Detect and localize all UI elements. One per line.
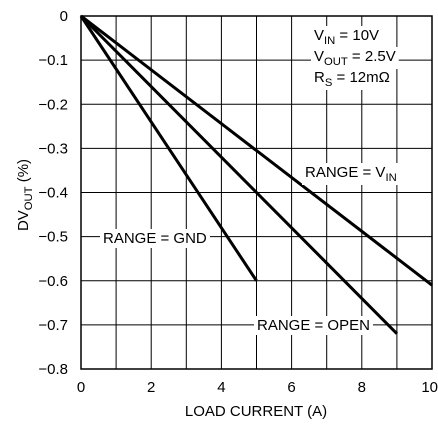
plot-border <box>80 15 433 370</box>
y-axis-label: DVOUT (%) <box>15 159 35 231</box>
x-tick-label: 6 <box>287 379 295 396</box>
y-tick-label: −0.6 <box>38 273 68 290</box>
series-label-bg <box>100 229 210 248</box>
series-label-bg <box>302 163 400 185</box>
x-tick-label: 2 <box>147 379 155 396</box>
condition-text: VOUT = 2.5V <box>314 48 396 68</box>
condition-bg <box>311 47 399 69</box>
series-label-bg <box>254 316 373 335</box>
x-tick-label: 8 <box>358 379 366 396</box>
y-tick-label: −0.7 <box>38 317 68 334</box>
series-lines <box>79 14 433 335</box>
tick-labels: 0 −0.1 −0.2 −0.3 −0.4 −0.5 −0.6 −0.7 −0.8 0 2 4 6 8 10 <box>38 8 438 396</box>
series-label-vin: RANGE = VIN <box>305 164 397 184</box>
y-tick-label: 0 <box>60 8 68 25</box>
condition-bg <box>311 26 383 48</box>
y-tick-label: −0.8 <box>38 361 68 378</box>
y-tick-label: −0.5 <box>38 229 68 246</box>
y-tick-label: −0.3 <box>38 140 68 157</box>
series-line-gnd <box>79 15 258 282</box>
series-labels: RANGE = GND RANGE = OPEN RANGE = VIN <box>100 163 400 335</box>
condition-text: RS = 12mΩ <box>314 69 390 89</box>
condition-text: VIN = 10V <box>314 27 379 47</box>
series-line-open <box>79 14 398 335</box>
x-axis-label: LOAD CURRENT (A) <box>185 403 327 420</box>
y-tick-label: −0.1 <box>38 52 68 69</box>
x-tick-label: 10 <box>421 379 438 396</box>
series-label-gnd: RANGE = GND <box>103 230 207 247</box>
x-tick-label: 0 <box>77 379 85 396</box>
y-tick-label: −0.4 <box>38 185 68 202</box>
series-line-vin <box>80 14 433 287</box>
y-tick-label: −0.2 <box>38 96 68 113</box>
condition-bg <box>311 68 393 90</box>
plot-frame <box>80 15 433 370</box>
x-tick-label: 4 <box>217 379 225 396</box>
series-label-open: RANGE = OPEN <box>257 317 370 334</box>
